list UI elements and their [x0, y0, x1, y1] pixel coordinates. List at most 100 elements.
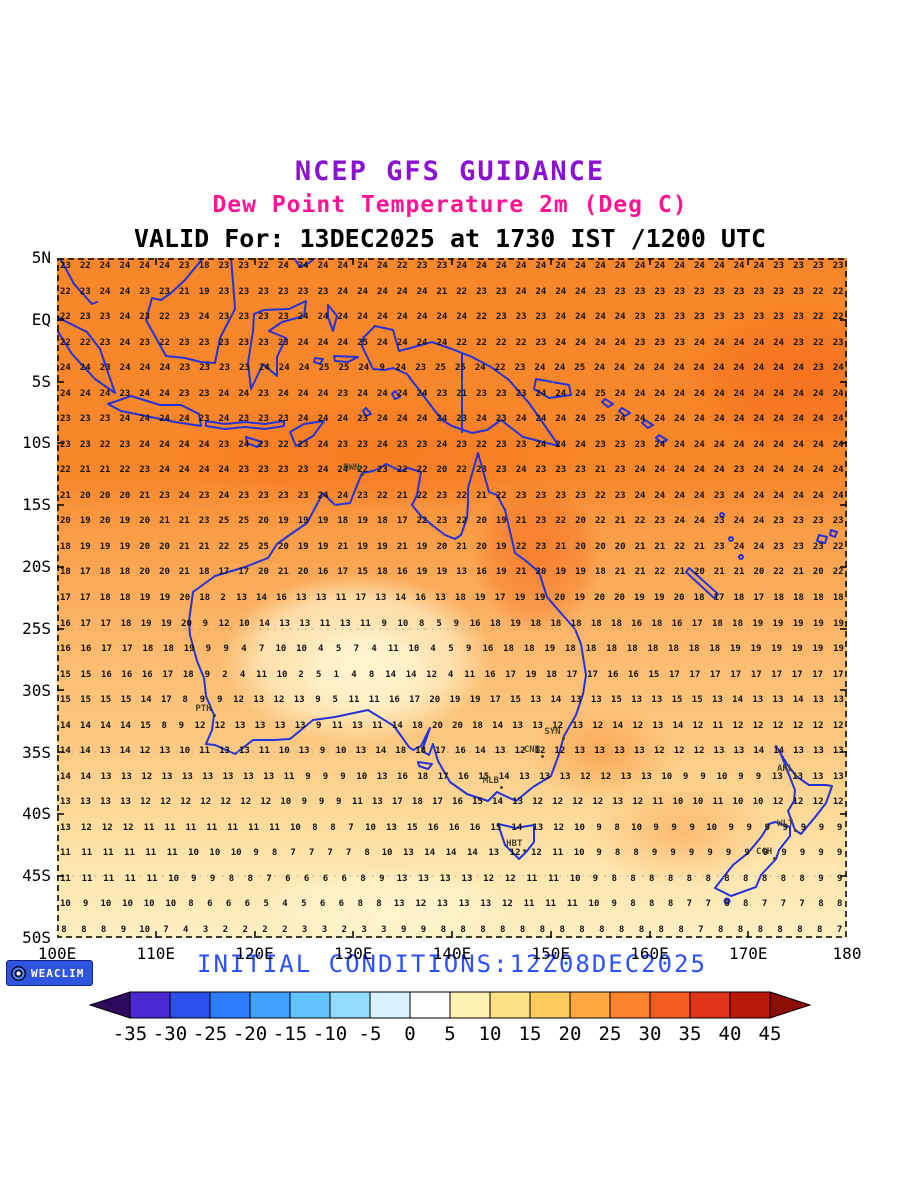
shading-anomalies	[167, 303, 847, 938]
station-label: AKL	[776, 764, 794, 775]
station-label: DWN	[343, 462, 360, 473]
lat-tick-label: 40S	[22, 804, 51, 824]
colorbar-segment	[489, 991, 531, 1019]
sulawesi-coastline	[247, 300, 307, 390]
mindanao-coastline	[293, 258, 316, 268]
lat-tick-label: 5S	[31, 371, 51, 391]
title-variable: Dew Point Temperature 2m (Deg C)	[212, 192, 688, 218]
colorbar-tick-label: 30	[639, 1023, 662, 1045]
malay-peninsula	[59, 258, 98, 305]
colorbar-tick-label: -5	[359, 1023, 382, 1045]
station-dot	[523, 848, 527, 852]
station-dot	[561, 737, 565, 741]
vanuatu-island	[738, 554, 744, 560]
new-guinea-coastline	[361, 325, 560, 447]
station-label: SYN	[544, 727, 561, 738]
colorbar-segment	[249, 991, 291, 1019]
sumatra-coastline	[57, 316, 116, 394]
colorbar-tick-label: -30	[153, 1023, 187, 1045]
colorbar-tick-label: -25	[193, 1023, 227, 1045]
colorbar-tick-label: 40	[719, 1023, 742, 1045]
weaclim-badge: WEACLIM	[6, 960, 94, 986]
halmahera-island	[327, 304, 338, 332]
aru-island	[391, 390, 401, 400]
lon-tick-label: 120E	[235, 944, 274, 963]
lat-tick-label: 50S	[22, 928, 51, 947]
colorbar-tick-label: 10	[479, 1023, 502, 1045]
tasmania-coastline	[497, 823, 535, 860]
lat-axis: 5N EQ 5S 10S 15S 20S 25S 30S 35S 40S 45S 50S	[22, 248, 847, 947]
station-dot	[773, 857, 777, 860]
colorbar-tick-label: 0	[404, 1023, 415, 1045]
lat-tick-label: 10S	[22, 433, 51, 453]
lesser-sunda-islands	[205, 420, 285, 430]
solomon-islands	[601, 398, 668, 444]
initial-conditions-text: INITIAL CONDITIONS:12Z08DEC2025	[197, 950, 707, 978]
kangaroo-island	[417, 761, 433, 770]
colorbar-segment	[209, 991, 251, 1019]
colorbar-segment	[689, 991, 731, 1019]
station-label: HBT	[506, 838, 523, 849]
station-label: CNB	[523, 745, 541, 755]
nz-north-island	[775, 745, 833, 835]
colorbar-tick-label: 15	[519, 1023, 542, 1045]
colorbar-segment	[129, 991, 171, 1019]
colorbar-tick-label: -15	[273, 1023, 307, 1045]
map-area: 23 22 24 24 24 24 23 18 23 23 22 24 24 24 24 24 24 22 23 23…	[22, 248, 861, 963]
sumba-island	[245, 436, 263, 448]
title-model: NCEP GFS GUIDANCE	[294, 156, 606, 187]
lat-tick-label: 15S	[22, 495, 51, 515]
seram-island	[333, 355, 359, 363]
station-label: MLB	[482, 776, 499, 787]
new-caledonia-island	[685, 567, 719, 599]
colorbar-segment	[449, 991, 491, 1019]
lon-tick-label: 130E	[333, 944, 373, 963]
stewart-island	[723, 897, 731, 905]
lat-tick-label: 20S	[22, 557, 51, 577]
vanuatu-island	[728, 536, 734, 542]
station-dot	[212, 713, 216, 717]
lat-tick-label: EQ	[31, 309, 51, 329]
colorbar-tick-label: 20	[559, 1023, 582, 1045]
colorbar-segment	[609, 991, 651, 1019]
lon-tick-label: 150E	[531, 944, 571, 963]
lat-tick-label: 45S	[22, 866, 51, 886]
map-border	[57, 258, 847, 938]
station-dot	[360, 472, 364, 476]
station-layer: DWN PTH SYN CNB MLB HBT AKL WLT CCH	[57, 258, 847, 938]
station-label: CCH	[755, 847, 773, 857]
axis-ticks	[57, 258, 847, 938]
colorbar-tick-label: 5	[444, 1023, 455, 1045]
colorbar-tick-label: 35	[679, 1023, 702, 1045]
title-valid-time: VALID For: 13DEC2025 at 1730 IST /1200 U…	[133, 224, 767, 253]
colorbar-svg: -35 -30 -25 -20 -15 -10 -5 0 5 10 15 20 25 30 35 40 45	[88, 991, 812, 1045]
colorbar-arrow-left	[88, 991, 131, 1019]
lon-tick-label: 140E	[432, 944, 472, 963]
colorbar-tick-label: -20	[233, 1023, 267, 1045]
new-britain-island	[533, 378, 572, 399]
coastlines	[57, 258, 838, 905]
weaclim-logo-icon	[11, 965, 26, 981]
station-label: WLT	[777, 819, 794, 830]
colorbar-segment	[569, 991, 611, 1019]
station-dot	[794, 829, 798, 833]
colorbar-tick-label: -10	[313, 1023, 347, 1045]
timor-island	[289, 420, 325, 447]
colorbar-segment	[289, 991, 331, 1019]
lat-tick-label: 30S	[22, 680, 51, 700]
tanimbar-island	[362, 407, 372, 417]
colorbar-segment	[169, 991, 211, 1019]
station-dot	[794, 774, 798, 778]
weaclim-logo-text: WEACLIM	[31, 966, 85, 980]
colorbar-tick-label: 25	[599, 1023, 622, 1045]
basemap-svg	[57, 258, 847, 938]
station-dot	[541, 755, 545, 758]
nz-south-island	[714, 821, 791, 897]
buru-island	[313, 357, 324, 365]
lat-tick-label: 5N	[31, 248, 51, 267]
australia-coastline	[188, 452, 587, 802]
vanuatu-island	[719, 512, 725, 518]
colorbar-arrow-right	[769, 991, 812, 1019]
colorbar-segment	[649, 991, 691, 1019]
borneo-coastline	[145, 258, 236, 364]
